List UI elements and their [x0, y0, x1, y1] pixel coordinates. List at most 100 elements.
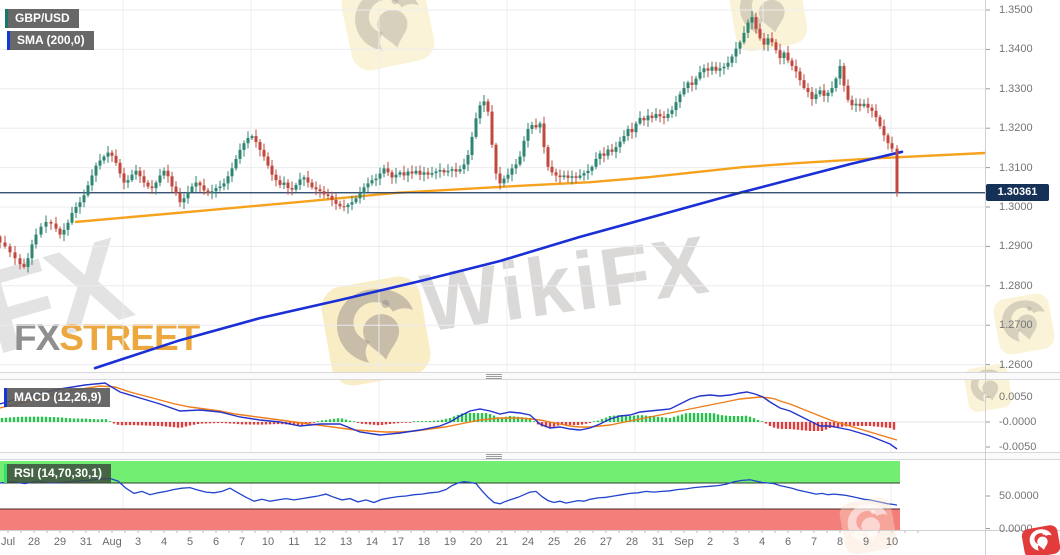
candle-body [44, 221, 48, 227]
macd-histogram-bar [156, 422, 160, 426]
macd-histogram-bar [272, 422, 276, 425]
macd-histogram-bar [20, 416, 24, 422]
candle-body [718, 68, 722, 71]
macd-histogram-bar [504, 416, 508, 422]
macd-histogram-bar [864, 422, 868, 426]
macd-histogram-bar [4, 417, 8, 422]
rsi-pane[interactable] [0, 461, 985, 530]
candle-body [198, 182, 202, 186]
candle-body [274, 174, 278, 181]
macd-histogram-bar [872, 422, 876, 427]
macd-histogram-bar [208, 422, 212, 424]
macd-histogram-bar [484, 413, 488, 422]
candle-body [218, 186, 222, 189]
macd-histogram-bar [780, 422, 784, 429]
candle-body [370, 180, 374, 184]
x-axis-label: 8 [836, 536, 844, 548]
candle-body [486, 101, 490, 112]
macd-histogram-bar [388, 422, 392, 424]
candle-body [406, 171, 410, 176]
macd-histogram-bar [704, 413, 708, 422]
candle-body [58, 228, 62, 235]
macd-histogram-bar [164, 422, 168, 427]
candle-body [650, 115, 654, 118]
candle-body [82, 195, 86, 203]
x-axis-label: 4 [758, 536, 766, 548]
candle-body [818, 90, 822, 95]
x-axis-label: 26 [573, 536, 587, 548]
candle-body [674, 102, 678, 111]
macd-pane[interactable] [0, 381, 985, 452]
candle-body [454, 169, 458, 172]
candle-body [346, 204, 350, 207]
candle-body [502, 178, 506, 184]
candle-body [242, 143, 246, 150]
macd-histogram-bar [748, 416, 752, 422]
x-axis-label: 28 [27, 536, 41, 548]
macd-histogram-bar [184, 422, 188, 427]
sma-orange-line [74, 151, 985, 224]
macd-histogram-bar [860, 422, 864, 426]
macd-histogram-bar [360, 422, 364, 424]
macd-histogram-bar [52, 417, 56, 422]
y-axis-label: 1.2600 [999, 358, 1033, 371]
candle-body [194, 182, 198, 187]
price-pane[interactable] [0, 0, 985, 372]
candle-body [854, 103, 858, 106]
macd-histogram-bar [108, 421, 112, 422]
candle-body [602, 153, 606, 156]
x-axis-label: 28 [625, 536, 639, 548]
macd-histogram-bar [552, 422, 556, 427]
y-axis-label: 1.3000 [999, 201, 1033, 213]
macd-histogram-bar [852, 422, 856, 426]
macd-histogram-bar [680, 414, 684, 422]
candle-body [542, 123, 546, 148]
candle-body [834, 78, 838, 89]
macd-histogram-bar [356, 422, 360, 423]
x-axis-label: 11 [288, 536, 300, 548]
rsi-oversold-band [0, 509, 900, 530]
y-axis-label: 1.2800 [999, 279, 1033, 292]
candle-body [810, 91, 814, 100]
candle-body [410, 171, 414, 174]
macd-histogram-bar [204, 422, 208, 424]
macd-histogram-bar [248, 422, 252, 425]
x-axis-label: 13 [339, 536, 353, 548]
candle-body [102, 156, 106, 161]
macd-histogram-bar [276, 422, 280, 425]
macd-histogram-bar [724, 415, 728, 422]
candle-body [582, 173, 586, 176]
macd-histogram-bar [636, 415, 640, 422]
macd-histogram-bar [560, 422, 564, 425]
pane-resize-grip[interactable] [486, 453, 502, 459]
candle-body [590, 166, 594, 171]
macd-histogram-bar [120, 422, 124, 426]
y-axis-label: 50.0000 [999, 490, 1039, 502]
macd-histogram-bar [424, 421, 428, 422]
macd-histogram-bar [136, 422, 140, 426]
macd-histogram-bar [188, 422, 192, 426]
time-axis-border [0, 530, 1060, 531]
candle-body [618, 141, 622, 148]
macd-histogram-bar [544, 422, 548, 428]
candle-body [322, 191, 326, 195]
candle-body [554, 172, 558, 176]
candle-body [654, 114, 658, 118]
macd-histogram-bar [92, 419, 96, 422]
x-axis-label: 29 [53, 536, 67, 548]
candle-body [566, 175, 570, 178]
candle-body [678, 94, 682, 103]
y-axis-label: 1.3200 [999, 122, 1033, 135]
macd-histogram-bar [372, 422, 376, 425]
candle-body [114, 155, 118, 163]
pane-resize-grip[interactable] [486, 373, 502, 379]
macd-histogram-bar [252, 422, 256, 425]
macd-histogram-bar [804, 422, 808, 431]
macd-histogram-bar [240, 422, 244, 425]
macd-histogram-bar [148, 422, 152, 426]
macd-histogram-bar [800, 422, 804, 431]
macd-histogram-bar [756, 419, 760, 422]
candle-body [822, 90, 826, 96]
macd-histogram-bar [628, 416, 632, 422]
candle-body [318, 189, 322, 192]
